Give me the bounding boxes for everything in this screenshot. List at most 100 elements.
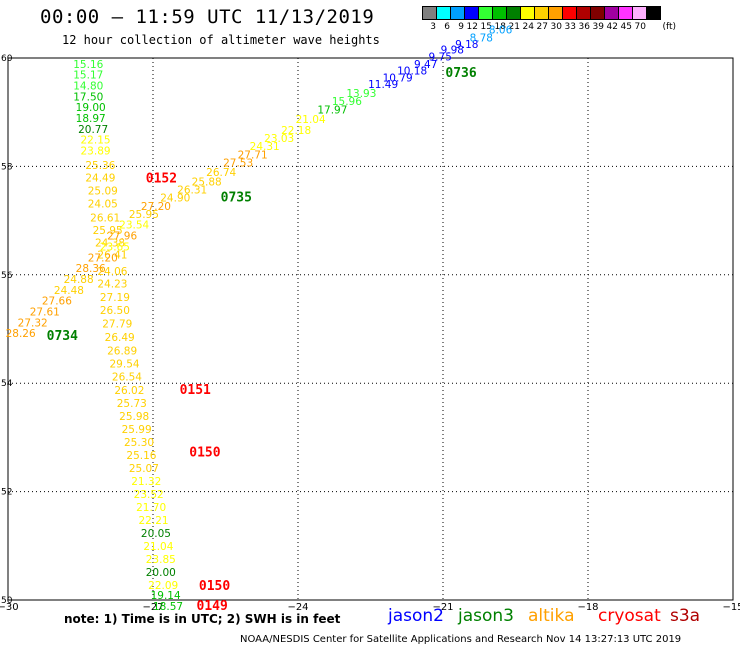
wave-height-label: 13.93 <box>346 88 376 100</box>
wave-height-label: 25.07 <box>129 463 159 475</box>
wave-height-label: 27.66 <box>42 296 72 308</box>
wave-height-label: 24.05 <box>88 199 118 211</box>
longitude-tick-label: −24 <box>287 602 308 613</box>
legend-bin-label: 24 <box>522 22 534 32</box>
pass-time-label: 0152 <box>146 172 177 187</box>
wave-height-label: 26.02 <box>114 385 144 397</box>
chart-title: 00:00 – 11:59 UTC 11/13/2019 <box>40 6 375 28</box>
wave-height-label: 10.18 <box>397 65 427 77</box>
legend-bin-label: 9 <box>458 22 464 32</box>
wave-height-label: 26.49 <box>105 332 135 344</box>
pass-time-label: 0149 <box>197 599 228 614</box>
wave-height-label: 25.98 <box>119 411 149 423</box>
wave-height-label: 24.38 <box>95 238 125 250</box>
wave-height-label: 25.95 <box>93 225 123 237</box>
wave-height-label: 24.49 <box>85 173 115 185</box>
longitude-tick-label: −18 <box>577 602 598 613</box>
wave-height-label: 21.04 <box>296 114 326 126</box>
latitude-tick-label: 52 <box>1 488 12 498</box>
wave-height-label: 23.65 <box>100 241 130 253</box>
latitude-tick-label: 50 <box>1 596 13 606</box>
wave-height-label: 15.96 <box>332 96 362 108</box>
pass-time-label: 0150 <box>189 445 220 460</box>
wave-height-label: 23.03 <box>264 133 294 145</box>
satellite-label-altika: altika <box>528 606 575 626</box>
wave-height-label: 10.79 <box>383 72 413 84</box>
wave-height-label: 27.61 <box>30 306 60 318</box>
wave-height-label: 24.90 <box>160 193 190 205</box>
wave-height-label: 25.73 <box>117 398 147 410</box>
wave-height-label: 20.77 <box>78 124 108 136</box>
wave-height-label: 22.18 <box>281 125 311 137</box>
longitude-tick-label: −27 <box>142 602 163 613</box>
wave-height-label: 17.97 <box>317 104 347 116</box>
wave-height-label: 11.49 <box>368 79 398 91</box>
wave-height-label: 26.41 <box>97 250 127 262</box>
legend-bin-label: 18 <box>494 22 506 32</box>
wave-height-label: 8.78 <box>470 33 493 45</box>
wave-height-label: 23.89 <box>81 145 111 157</box>
latitude-tick-label: 56 <box>1 271 13 281</box>
legend-bin-label: 21 <box>508 22 520 32</box>
wave-height-label: 28.36 <box>76 263 106 275</box>
legend-unit: (ft) <box>662 22 676 32</box>
legend-swatch <box>646 6 661 20</box>
wave-height-label: 19.00 <box>76 102 106 114</box>
footer-credit: NOAA/NESDIS Center for Satellite Applica… <box>240 634 682 645</box>
pass-time-label: 0735 <box>221 191 252 206</box>
wave-height-label: 26.31 <box>177 185 207 197</box>
wave-height-label: 27.53 <box>223 157 253 169</box>
wave-height-label: 23.52 <box>134 489 164 501</box>
wave-height-label: 27.20 <box>141 201 171 213</box>
latitude-tick-label: 54 <box>1 379 13 389</box>
wave-height-label: 24.23 <box>97 278 127 290</box>
legend-bin-label: 30 <box>550 22 562 32</box>
legend-bin-label: 33 <box>564 22 576 32</box>
legend-bin-label: 6 <box>444 22 450 32</box>
legend-bin-label: 15 <box>480 22 492 32</box>
wave-height-label: 21.04 <box>143 541 173 553</box>
wave-height-label: 21.70 <box>136 502 166 514</box>
wave-height-label: 26.74 <box>206 167 236 179</box>
wave-height-label: 20.05 <box>141 528 171 540</box>
latitude-tick-label: 58 <box>1 162 13 172</box>
wave-height-label: 24.06 <box>97 266 127 278</box>
wave-height-label: 9.75 <box>429 52 452 64</box>
wave-height-label: 24.88 <box>64 274 94 286</box>
satellite-label-s3a: s3a <box>670 606 701 626</box>
wave-height-label: 28.26 <box>6 328 36 340</box>
wave-height-label: 26.89 <box>107 345 137 357</box>
wave-height-label: 25.36 <box>85 160 115 172</box>
wave-height-label: 25.99 <box>122 424 152 436</box>
legend-bin-label: 39 <box>592 22 604 32</box>
satellite-label-jason2: jason2 <box>388 606 444 626</box>
wave-height-label: 26.61 <box>90 213 120 225</box>
wave-height-label: 21.32 <box>131 476 161 488</box>
satellite-label-cryosat: cryosat <box>598 606 661 626</box>
wave-height-label: 22.15 <box>81 135 111 147</box>
footer-note: note: 1) Time is in UTC; 2) SWH is in fe… <box>64 612 341 626</box>
wave-height-label: 29.54 <box>110 358 140 370</box>
legend-bin-label: 3 <box>430 22 436 32</box>
satellite-label-jason3: jason3 <box>458 606 514 626</box>
wave-height-label: 25.09 <box>88 186 118 198</box>
wave-height-label: 23.85 <box>146 554 176 566</box>
wave-height-label: 27.19 <box>100 292 130 304</box>
wave-height-label: 9.47 <box>414 59 437 71</box>
wave-height-label: 14.80 <box>73 80 103 92</box>
legend-bin-label: 27 <box>536 22 548 32</box>
pass-time-label: 0150 <box>199 579 230 594</box>
pass-time-label: 0734 <box>47 329 78 344</box>
longitude-tick-label: −15 <box>722 602 740 613</box>
legend-labels: 3 6 9 12 15 18 21 24 27 30 33 36 39 42 45 70 (ft) <box>422 22 676 32</box>
wave-height-label: 25.88 <box>192 176 222 188</box>
legend-bin-label: 36 <box>578 22 590 32</box>
wave-height-label: 26.50 <box>100 305 130 317</box>
wave-height-label: 15.17 <box>73 70 103 82</box>
wave-height-label: 26.54 <box>112 371 142 383</box>
color-legend: 3 6 9 12 15 18 21 24 27 30 33 36 39 42 45 70 (ft) <box>422 6 676 32</box>
legend-bin-label: 70 <box>634 22 646 32</box>
pass-time-label: 0736 <box>445 66 476 81</box>
legend-bin-label: 12 <box>466 22 478 32</box>
